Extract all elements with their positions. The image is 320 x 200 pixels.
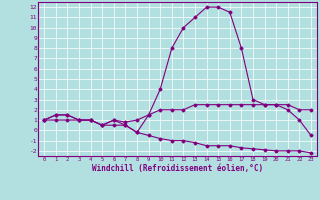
X-axis label: Windchill (Refroidissement éolien,°C): Windchill (Refroidissement éolien,°C): [92, 164, 263, 173]
